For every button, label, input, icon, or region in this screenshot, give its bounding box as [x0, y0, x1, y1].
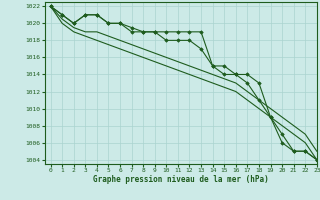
X-axis label: Graphe pression niveau de la mer (hPa): Graphe pression niveau de la mer (hPa) — [93, 175, 269, 184]
